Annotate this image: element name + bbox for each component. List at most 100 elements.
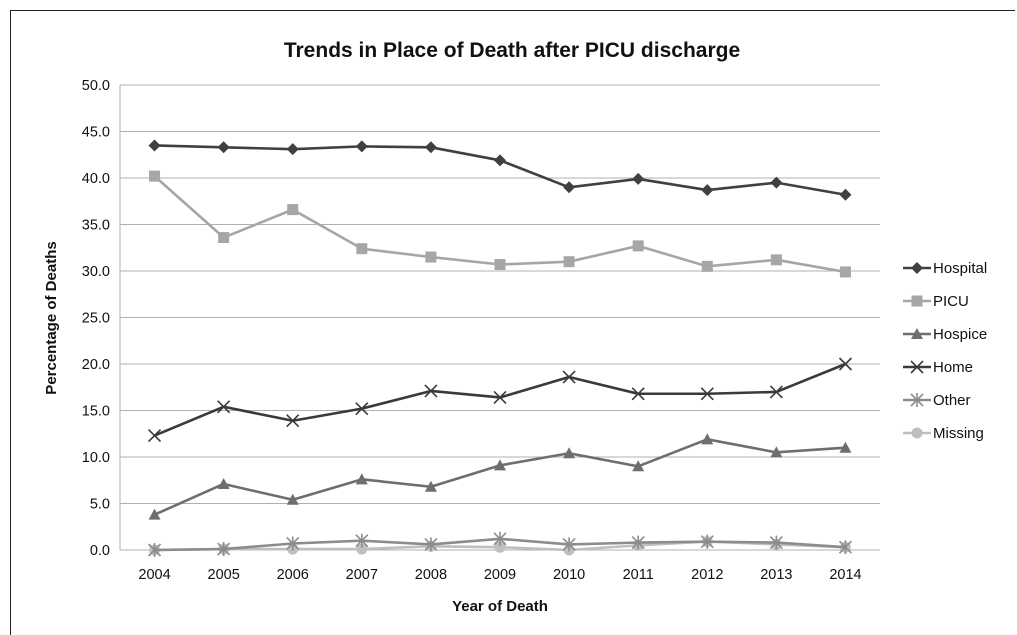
series-other [147, 531, 853, 557]
data-point-picu [563, 256, 575, 268]
y-tick-label: 45.0 [82, 125, 110, 141]
data-point-other [769, 535, 783, 550]
data-point-other [838, 540, 853, 555]
data-point-other [286, 536, 300, 551]
legend-marker-hospital [911, 262, 923, 274]
y-tick-label: 30.0 [82, 264, 110, 280]
data-point-other [631, 535, 645, 550]
data-point-hospital [217, 141, 230, 154]
y-tick-label: 0.0 [90, 543, 110, 559]
data-point-hospital [770, 176, 783, 189]
data-point-home [769, 385, 783, 399]
data-point-hospital [355, 140, 368, 153]
data-point-picu [632, 240, 644, 252]
series-hospice [148, 433, 852, 520]
data-point-other [424, 537, 438, 552]
data-point-picu [287, 204, 299, 216]
x-tick-label: 2006 [277, 567, 309, 583]
data-point-hospice [839, 441, 852, 453]
legend-marker-missing [911, 427, 923, 439]
legend-marker-home [910, 360, 924, 374]
data-point-home [424, 384, 438, 398]
y-tick-label: 10.0 [82, 450, 110, 466]
data-point-hospice [355, 473, 368, 485]
data-point-missing [356, 543, 368, 555]
data-point-picu [149, 170, 161, 182]
legend-item-hospital: Hospital [903, 260, 987, 277]
legend-label: PICU [933, 293, 969, 310]
data-point-hospital [839, 188, 852, 201]
x-tick-label: 2011 [623, 567, 654, 583]
data-point-hospital [701, 184, 714, 197]
data-point-hospice [286, 493, 299, 505]
data-point-hospice [770, 446, 783, 458]
x-tick-label: 2013 [760, 567, 792, 583]
x-tick-label: 2010 [553, 567, 585, 583]
series-lines [147, 139, 853, 557]
data-point-hospital [424, 141, 437, 154]
data-point-other [217, 542, 231, 557]
x-axis-title: Year of Death [452, 598, 548, 615]
data-point-home [147, 429, 162, 443]
data-point-home [355, 402, 369, 416]
legend-marker-hospice [911, 328, 923, 339]
data-point-missing [494, 541, 506, 553]
data-point-hospice [632, 460, 645, 472]
gridlines [119, 84, 880, 551]
data-point-home [562, 370, 576, 384]
legend-marker-picu [911, 295, 923, 307]
legend-label: Missing [933, 425, 984, 442]
data-point-other [147, 543, 162, 557]
data-point-other [493, 531, 507, 546]
data-point-picu [425, 251, 437, 263]
data-point-hospice [701, 433, 714, 445]
data-point-other [355, 533, 369, 548]
x-tick-label: 2009 [484, 567, 516, 583]
legend-marker-other [910, 393, 924, 407]
chart-frame [10, 10, 1015, 635]
legend-label: Hospice [933, 326, 987, 343]
legend-item-home: Home [903, 359, 973, 376]
data-point-picu [356, 243, 368, 255]
data-point-hospice [424, 480, 437, 492]
y-tick-label: 40.0 [82, 171, 110, 187]
data-point-home [493, 390, 507, 405]
series-picu [149, 170, 851, 278]
legend-label: Hospital [933, 260, 987, 277]
legend: Hospital PICU Hospice Home Other Missing [903, 260, 987, 442]
data-point-hospice [563, 447, 576, 459]
series-line-hospital [154, 144, 846, 197]
data-point-picu [494, 258, 506, 270]
data-point-hospice [148, 508, 161, 520]
y-tick-label: 50.0 [82, 78, 110, 94]
legend-item-missing: Missing [903, 425, 984, 442]
data-point-home [631, 387, 645, 401]
data-point-hospital [563, 181, 576, 194]
data-point-hospital [148, 139, 161, 152]
data-point-picu [701, 260, 713, 272]
data-point-other [562, 537, 576, 552]
x-tick-label: 2007 [346, 567, 378, 583]
y-tick-label: 20.0 [82, 357, 110, 373]
data-point-home [838, 357, 853, 371]
x-axis-ticks: 2004 2005 2006 2007 2008 2009 2010 2011 2012 2013… [138, 567, 861, 583]
x-tick-label: 2008 [415, 567, 447, 583]
series-home [147, 357, 853, 443]
legend-label: Home [933, 359, 973, 376]
y-axis-title: Percentage of Deaths [43, 241, 60, 394]
y-tick-label: 5.0 [90, 497, 110, 513]
data-point-picu [218, 232, 230, 244]
data-point-home [700, 387, 714, 401]
data-point-hospice [494, 459, 506, 471]
legend-item-picu: PICU [903, 293, 969, 310]
legend-item-other: Other [903, 392, 971, 409]
y-tick-label: 35.0 [82, 218, 110, 234]
x-tick-label: 2012 [691, 567, 723, 583]
series-hospital [148, 139, 852, 201]
data-point-hospital [632, 172, 645, 185]
data-point-home [286, 414, 300, 428]
chart-title: Trends in Place of Death after PICU disc… [284, 39, 740, 62]
legend-item-hospice: Hospice [903, 326, 987, 343]
data-point-picu [839, 266, 851, 278]
